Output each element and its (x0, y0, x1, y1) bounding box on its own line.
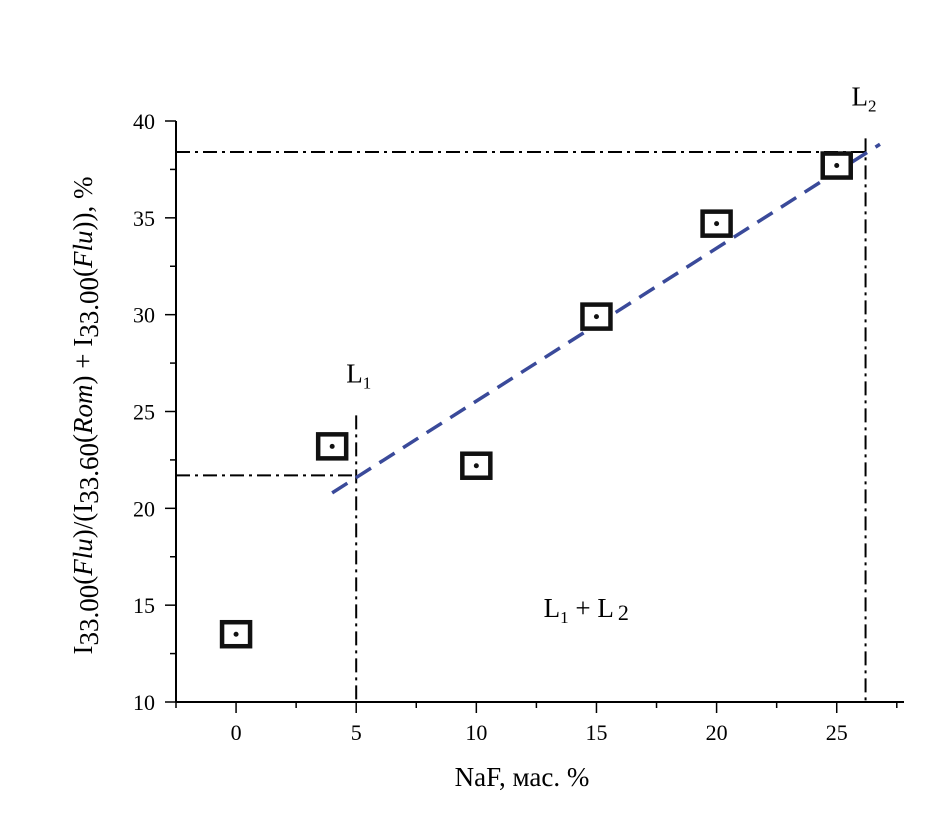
x-tick-label-4: 20 (706, 720, 728, 745)
ticks (165, 120, 898, 713)
y-tick-label-5: 35 (133, 206, 155, 231)
x-tick-label-5: 25 (826, 720, 848, 745)
x-tick-label-0: 0 (231, 720, 242, 745)
y-axis-label: I33.00(Flu)/(I33.60(Rom) + I33.00(Flu)),… (68, 177, 104, 655)
y-tick-label-1: 15 (133, 593, 155, 618)
y-axis-label-part-2: ( (68, 576, 98, 585)
data-points (219, 151, 853, 649)
data-point-dot-2 (473, 463, 479, 469)
annotation-l1: L1 (346, 358, 371, 392)
y-axis-label-part-5: 33.60 (74, 443, 104, 504)
y-axis-label-part-3: Flu (68, 538, 98, 577)
annotation-l2-sub: 2 (868, 97, 877, 116)
y-axis-label-part-1: 33.00 (74, 585, 104, 646)
data-point-dot-4 (714, 221, 720, 227)
data-point-dot-5 (834, 163, 840, 169)
y-axis-label-part-7: Rom (68, 384, 98, 435)
y-tick-label-0: 10 (133, 690, 155, 715)
y-tick-label-4: 30 (133, 303, 155, 328)
axes (175, 121, 904, 703)
data-point-2 (460, 451, 493, 480)
annotation-l2-base: L (852, 82, 869, 112)
y-tick-label-3: 25 (133, 400, 155, 425)
x-tick-label-2: 10 (465, 720, 487, 745)
data-point-3 (580, 302, 613, 331)
data-point-dot-0 (233, 631, 239, 637)
annotation-l2: L2 (852, 82, 877, 116)
annotation-region-b-sub: 2 (618, 600, 629, 625)
y-tick-label-6: 40 (133, 109, 155, 134)
annotation-region-plus: + L (569, 593, 614, 623)
annotation-region-a: L (544, 593, 561, 623)
annotation-region-a-sub: 1 (560, 608, 569, 627)
annotation-l1-base: L (346, 358, 363, 388)
x-axis-label: NaF, мас. % (455, 762, 590, 792)
x-tick-label-3: 15 (585, 720, 607, 745)
y-axis-label-part-10: ( (68, 268, 98, 277)
y-axis-label-part-12: )), % (68, 177, 98, 231)
annotation-l1-sub: 1 (363, 373, 372, 392)
y-axis-label-part-8: ) + I (68, 338, 98, 385)
y-tick-label-2: 20 (133, 496, 155, 521)
y-axis-label-part-0: I (68, 645, 98, 654)
y-axis-label-part-6: ( (68, 434, 98, 443)
y-axis-label-part-11: Flu (68, 231, 98, 270)
y-axis-label-part-9: 33.00 (74, 277, 104, 338)
guide-lines (176, 138, 867, 702)
data-point-dot-3 (593, 314, 599, 320)
y-axis-label-part-4: )/(I (68, 504, 98, 538)
data-point-dot-1 (329, 443, 335, 449)
x-tick-label-1: 5 (351, 720, 362, 745)
